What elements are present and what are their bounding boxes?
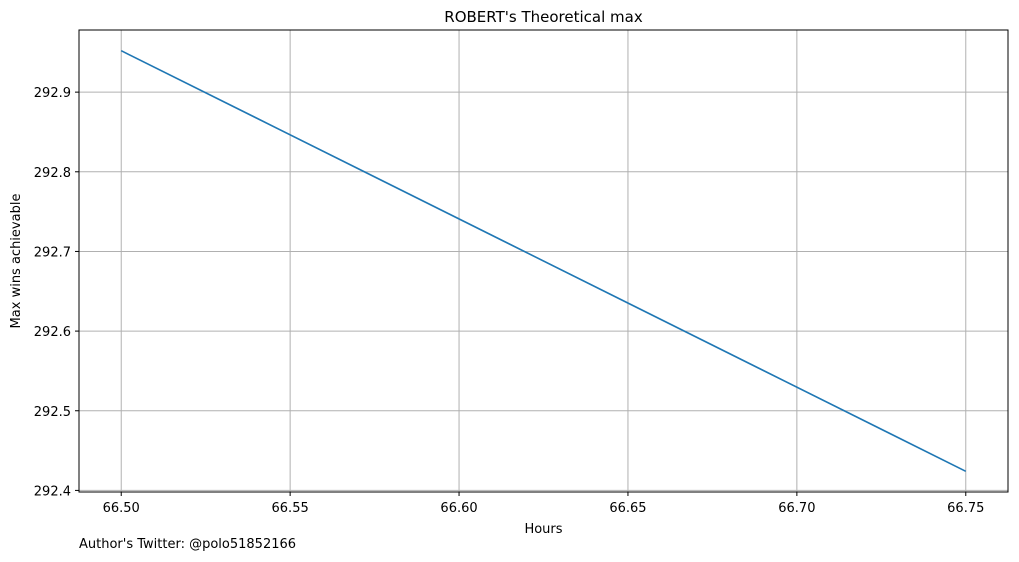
series-layer: [120, 49, 967, 473]
x-tick-label: 66.50: [103, 501, 140, 516]
x-axis: 66.50 66.55 66.60 66.65 66.70 66.75: [103, 492, 984, 516]
y-tick-label: 292.8: [34, 166, 71, 181]
series-line: [120, 49, 967, 473]
x-tick-label: 66.60: [440, 501, 477, 516]
x-tick-label: 66.75: [947, 501, 984, 516]
plot-frame: [78, 29, 1009, 493]
y-tick-label: 292.4: [34, 484, 71, 499]
x-axis-label: Hours: [524, 522, 562, 537]
x-tick-label: 66.70: [778, 501, 815, 516]
x-tick-label: 66.55: [272, 501, 309, 516]
y-axis: 292.4 292.5 292.6 292.7 292.8 292.9: [34, 86, 79, 499]
y-tick-label: 292.9: [34, 86, 71, 101]
y-tick-label: 292.7: [34, 245, 71, 260]
author-footnote: Author's Twitter: @polo51852166: [79, 537, 297, 552]
chart-title: ROBERT's Theoretical max: [444, 8, 643, 26]
y-tick-label: 292.6: [34, 325, 71, 340]
y-tick-label: 292.5: [34, 405, 71, 420]
grid-lines: [79, 30, 1008, 492]
x-tick-label: 66.65: [609, 501, 646, 516]
y-axis-label: Max wins achievable: [9, 194, 24, 329]
